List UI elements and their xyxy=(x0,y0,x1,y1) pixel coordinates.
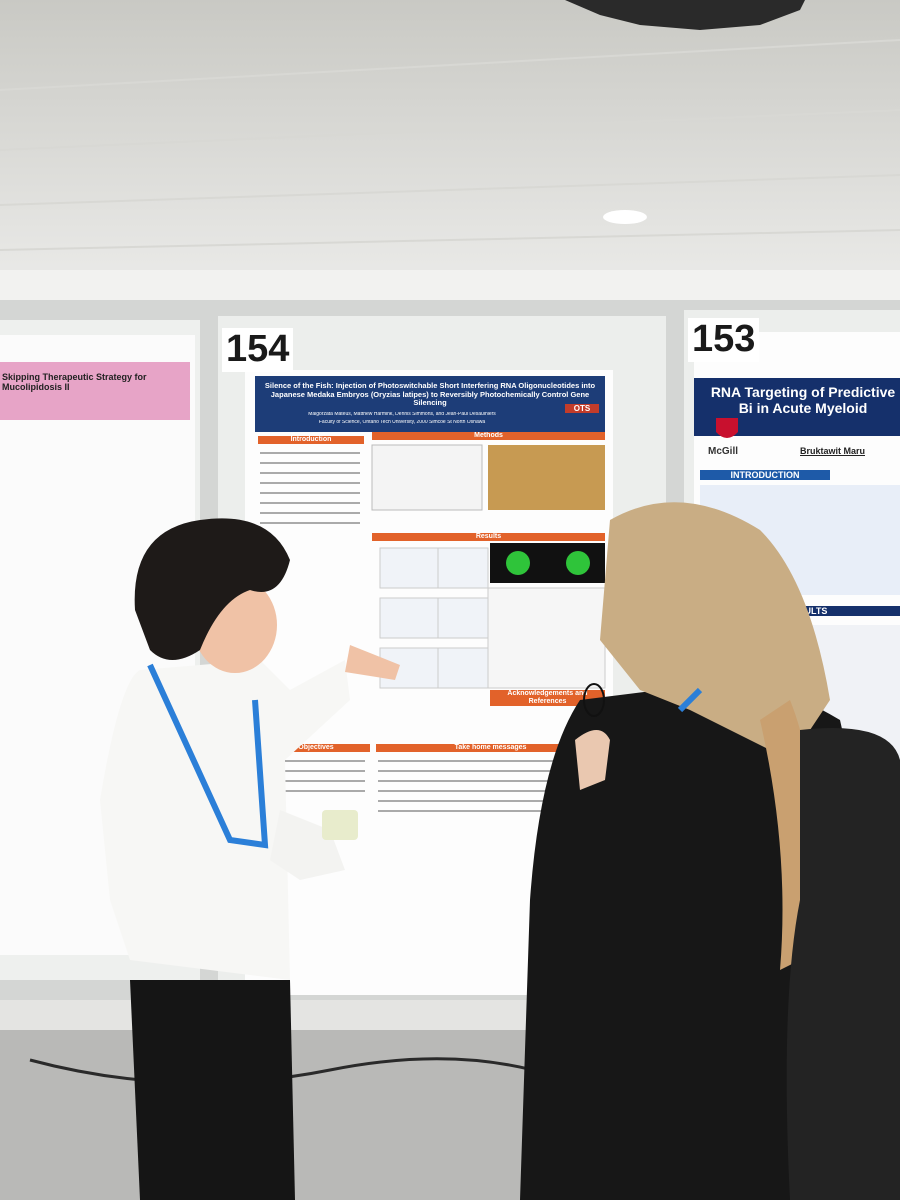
section-header: Acknowledgements and References xyxy=(490,690,605,707)
center-poster-banner xyxy=(255,376,605,432)
embryo xyxy=(566,551,590,575)
ceiling-tiles xyxy=(0,39,900,251)
section-header: Take home messages xyxy=(376,744,605,753)
visitor xyxy=(520,502,900,1200)
section-header: Introduction xyxy=(258,436,364,445)
poster-authors: Malgorzata Mateus, Matthew Harmink, Denn… xyxy=(308,412,496,417)
section-header: INTRODUCTION xyxy=(700,470,830,481)
text-lines xyxy=(260,452,598,812)
photo-figure xyxy=(488,445,605,510)
figure xyxy=(371,444,483,511)
poster-author: Bruktawit Maru xyxy=(800,446,866,456)
left-poster-title: Skipping Therapeutic Strategy for Mucoli… xyxy=(2,372,147,393)
poster-title: RNA Targeting of Predictive Bi in Acute … xyxy=(710,384,896,417)
presenter xyxy=(100,518,400,1200)
poster-title: Silence of the Fish: Injection of Photos… xyxy=(264,382,596,408)
wall xyxy=(0,270,900,300)
poster-number: 153 xyxy=(688,318,760,362)
mcgill-crest xyxy=(716,418,738,438)
poster-logo: McGill xyxy=(708,446,739,457)
poster-number: 154 xyxy=(222,328,294,372)
ceiling-vent xyxy=(565,0,805,30)
poster-affiliation: Faculty of Science, Ontario Tech Univers… xyxy=(318,420,486,425)
embryo xyxy=(506,551,530,575)
cable xyxy=(29,1057,591,1092)
table-figure xyxy=(487,587,606,689)
left-poster-banner xyxy=(0,362,190,420)
section-header: Methods xyxy=(372,432,605,441)
section-header: Results xyxy=(372,533,605,542)
ceiling-light xyxy=(603,210,647,224)
section-header: Objectives xyxy=(262,744,370,753)
ceiling xyxy=(0,0,900,300)
poster-logo: OTS xyxy=(565,404,599,414)
